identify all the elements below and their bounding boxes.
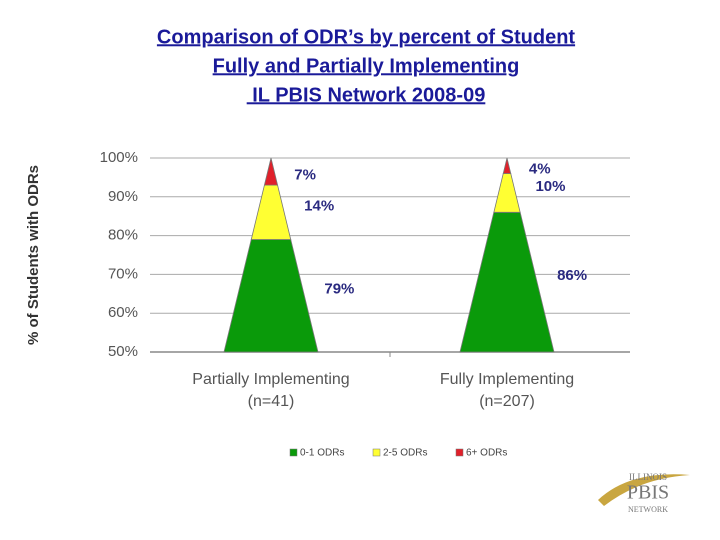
stack-segment bbox=[502, 157, 512, 174]
data-label: 10% bbox=[535, 178, 565, 195]
y-tick-label: 50% bbox=[108, 343, 138, 360]
legend-swatch bbox=[289, 448, 298, 457]
chart-title: IL PBIS Network 2008-09 bbox=[247, 84, 486, 106]
y-tick-label: 100% bbox=[100, 149, 138, 166]
data-label: 14% bbox=[304, 197, 334, 214]
stack-segment bbox=[263, 157, 279, 186]
x-tick-sublabel: (n=207) bbox=[479, 393, 535, 410]
y-tick-label: 70% bbox=[108, 265, 138, 282]
x-tick-label: Fully Implementing bbox=[440, 371, 574, 388]
data-label: 79% bbox=[324, 281, 354, 298]
legend-label: 2-5 ODRs bbox=[383, 448, 427, 459]
legend-label: 6+ ODRs bbox=[466, 448, 507, 459]
y-tick-label: 60% bbox=[108, 304, 138, 321]
stack-segment bbox=[493, 173, 521, 213]
x-tick-sublabel: (n=41) bbox=[248, 393, 295, 410]
y-tick-label: 90% bbox=[108, 188, 138, 205]
chart-title: Fully and Partially Implementing bbox=[213, 55, 520, 77]
stack-segment bbox=[459, 211, 555, 353]
y-axis-label: % of Students with ODRs bbox=[25, 165, 42, 345]
data-label: 86% bbox=[557, 267, 587, 284]
data-label: 7% bbox=[294, 167, 316, 184]
y-tick-label: 80% bbox=[108, 227, 138, 244]
legend-label: 0-1 ODRs bbox=[300, 448, 344, 459]
data-label: 4% bbox=[529, 161, 551, 178]
logo-bottom: NETWORK bbox=[628, 505, 668, 514]
logo-main: PBIS bbox=[627, 482, 669, 504]
legend-swatch bbox=[372, 448, 381, 457]
stack-segment bbox=[223, 239, 319, 353]
logo-top: ILLINOIS bbox=[629, 472, 667, 482]
x-tick-label: Partially Implementing bbox=[192, 371, 349, 388]
logo-swoosh bbox=[598, 474, 690, 506]
legend-swatch bbox=[455, 448, 464, 457]
chart-title: Comparison of ODR’s by percent of Studen… bbox=[157, 26, 576, 48]
stack-segment bbox=[250, 184, 292, 240]
